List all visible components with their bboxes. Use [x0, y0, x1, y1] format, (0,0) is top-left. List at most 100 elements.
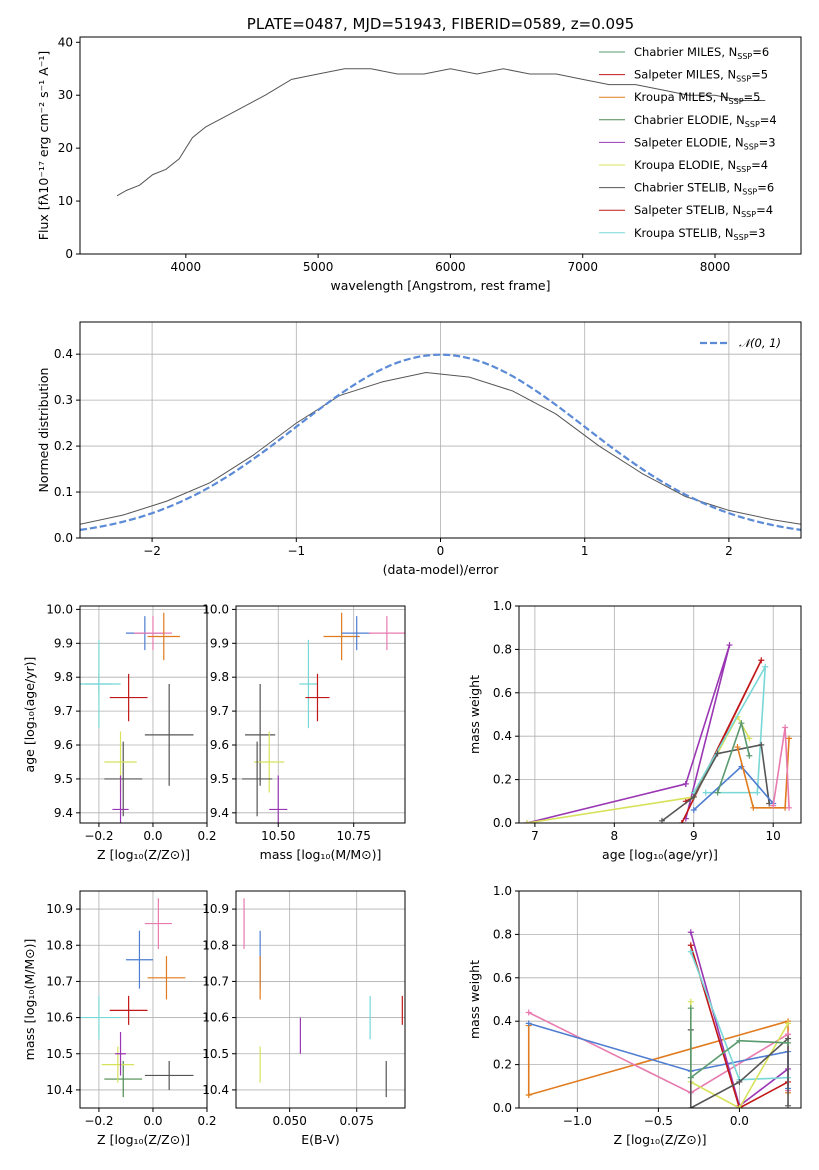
axes-frame [518, 890, 802, 1109]
y-tick-label: 10.6 [46, 1011, 73, 1025]
error-bar-point [341, 616, 372, 651]
legend-entry: Salpeter MILES, NSSP=5 [634, 68, 768, 84]
series-marker [726, 642, 733, 649]
x-tick-label: 0.0 [143, 829, 162, 843]
error-bar-point [125, 930, 153, 989]
y-tick-label: 10.5 [46, 1047, 73, 1061]
axes-frame [79, 605, 208, 824]
error-bar-point [147, 956, 186, 1000]
series-marker [786, 735, 793, 742]
error-bar-point [80, 673, 121, 695]
axes-frame [235, 890, 406, 1109]
series-line [116, 68, 766, 197]
series-marker [736, 1037, 743, 1044]
x-tick-label: −1.0 [563, 1114, 592, 1128]
legend-entry-text: Salpeter MILES, N [634, 68, 736, 82]
legend-entry-sub: SSP [744, 142, 759, 151]
y-tick-label: 30 [58, 88, 73, 102]
series-marker [746, 735, 753, 742]
y-tick-label: 0.0 [54, 531, 73, 545]
y-tick-label: 10.9 [46, 902, 73, 916]
error-bar-point [144, 898, 172, 949]
error-bar-point [305, 673, 330, 722]
error-bar-point [109, 673, 148, 722]
axes-frame [518, 605, 802, 824]
y-tick-label: 10.0 [202, 602, 229, 616]
axes-frame [79, 321, 802, 539]
x-tick-label: 10.50 [261, 829, 295, 843]
error-bar-point [299, 639, 318, 729]
chart-z-mass: −0.2 0.0 0.2 10.4 10.5 10.6 10.7 10.8 10.9 Z [log… [22, 890, 217, 1147]
error-bar-point [368, 616, 405, 651]
legend-entry-text: Chabrier ELODIE, N [634, 113, 745, 127]
y-tick-label: 0.4 [493, 1014, 512, 1028]
chart-residuals: −2 −1 0 1 2 0.0 0.1 0.2 0.3 0.4 (data-model)/error… [36, 321, 802, 577]
y-tick-label: 9.8 [54, 670, 73, 684]
series-marker [762, 663, 769, 670]
legend-entry-text: Salpeter STELIB, N [634, 203, 741, 217]
y-tick-label: 0.8 [493, 642, 512, 656]
plot-area [80, 612, 194, 823]
legend-entry-tail: =6 [752, 45, 769, 59]
x-axis-label: E(B-V) [301, 1132, 340, 1147]
legend-entry-sub: SSP [745, 120, 760, 129]
x-tick-label: 10.75 [337, 829, 371, 843]
y-tick-label: 9.6 [210, 738, 229, 752]
y-tick-label: 10.8 [46, 938, 73, 952]
y-tick-label: 1.0 [493, 884, 512, 898]
error-bar-point [323, 612, 360, 661]
x-tick-label: 1 [581, 544, 589, 558]
series-marker [687, 948, 694, 955]
y-axis-label: mass weight [467, 960, 482, 1039]
error-bar-point [115, 1032, 126, 1076]
y-tick-label: 0 [65, 247, 73, 261]
y-tick-label: 0.4 [54, 347, 73, 361]
x-tick-label: 7000 [567, 260, 598, 274]
y-tick-label: 9.6 [54, 738, 73, 752]
error-bar-point [134, 616, 172, 651]
series-line [526, 715, 751, 823]
y-axis-label: mass [log₁₀(M/M⊙)] [22, 939, 37, 1061]
series-line [772, 727, 790, 808]
error-bar-point [80, 995, 121, 1040]
y-tick-label: 0.2 [54, 439, 73, 453]
series-marker [754, 789, 761, 796]
x-tick-label: 8000 [700, 260, 731, 274]
y-tick-label: 0.0 [493, 1101, 512, 1115]
series-marker [525, 1020, 532, 1027]
x-tick-label: 5000 [303, 260, 334, 274]
x-tick-label: 10 [766, 829, 781, 843]
legend-entry-text: Salpeter ELODIE, N [634, 135, 744, 149]
legend-entry-tail: =6 [757, 181, 774, 195]
legend-entry: Chabrier ELODIE, NSSP=4 [634, 113, 777, 129]
plot-area [525, 929, 792, 1108]
x-tick-label: 0.0 [143, 1114, 162, 1128]
series-line [693, 666, 767, 794]
x-tick-label: 0.2 [197, 1114, 216, 1128]
x-tick-label: 0 [437, 544, 445, 558]
legend-entry-sub: SSP [736, 75, 751, 84]
axes-frame [79, 36, 802, 255]
chart-z-age: −0.2 0.0 0.2 9.4 9.5 9.6 9.7 9.8 9.9 10.0 Z [log₁₀… [22, 602, 217, 862]
legend-entry: Chabrier MILES, NSSP=6 [634, 45, 769, 61]
chart-spectrum: 4000 5000 6000 7000 8000 0 10 20 30 40 PLATE=0487,… [36, 15, 802, 293]
y-tick-label: 1.0 [493, 599, 512, 613]
x-tick-label: −0.5 [644, 1114, 673, 1128]
x-tick-label: 0.2 [197, 829, 216, 843]
legend-entry-text: Kroupa STELIB, N [634, 226, 734, 240]
plot-area [80, 898, 194, 1098]
legend-entry: Salpeter STELIB, NSSP=4 [634, 203, 773, 219]
y-tick-label: 10.6 [202, 1011, 229, 1025]
plot-area [243, 898, 403, 1098]
y-tick-label: 0.8 [493, 927, 512, 941]
chart-title: PLATE=0487, MJD=51943, FIBERID=0589, z=0… [247, 15, 634, 33]
error-bar-point [242, 741, 273, 817]
y-tick-label: 0.4 [493, 729, 512, 743]
y-tick-label: 10.0 [46, 602, 73, 616]
legend-entry-sub: SSP [737, 52, 752, 61]
legend-entry: Kroupa ELODIE, NSSP=4 [634, 158, 768, 174]
error-bar-point [144, 683, 194, 786]
series-marker [525, 1091, 532, 1098]
chart-mass-age: 10.50 10.75 9.4 9.5 9.6 9.7 9.8 9.9 10.0 mass [lo… [202, 602, 406, 862]
series-marker [770, 802, 777, 809]
